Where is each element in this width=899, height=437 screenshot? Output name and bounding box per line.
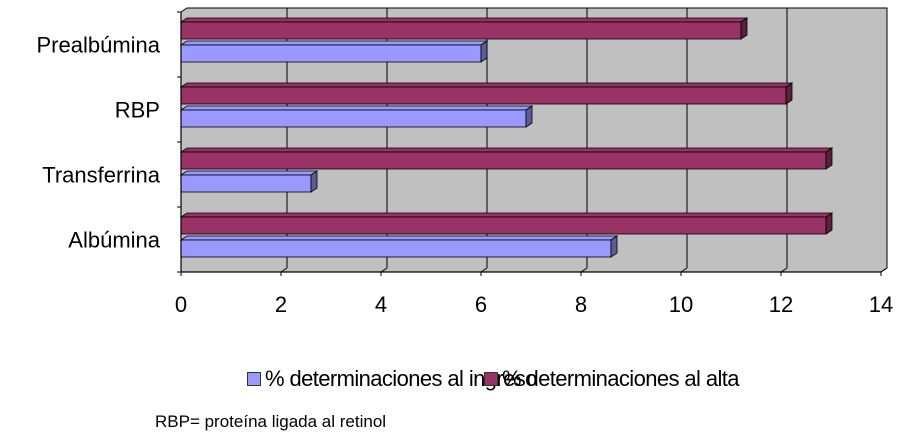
bar-top [179, 105, 534, 111]
gridline-foot [380, 267, 388, 273]
gridline-foot [280, 267, 288, 273]
bar-side [825, 212, 833, 235]
bar [180, 21, 742, 40]
x-tick-label: 14 [869, 292, 893, 317]
x-tick-label: 8 [575, 292, 587, 317]
bar [180, 44, 482, 63]
bar-top [179, 170, 319, 176]
axes [177, 11, 881, 273]
bar [180, 109, 527, 128]
bar-side [525, 105, 533, 128]
legend-label-alta: % determinaciones al alta [502, 366, 740, 391]
category-label: Transferrina [42, 163, 161, 188]
bar-side [610, 235, 618, 258]
bar-side [480, 40, 488, 63]
category-label: Prealbúmina [36, 33, 160, 58]
bar [180, 174, 312, 193]
bar-side [740, 17, 748, 40]
legend-swatch-ingreso [247, 372, 261, 386]
bars [179, 17, 834, 258]
bar-top [179, 82, 794, 88]
category-label: RBP [115, 98, 160, 123]
bar-top [179, 147, 834, 153]
footnote: RBP= proteína ligada al retinol [155, 412, 387, 431]
bar [180, 86, 787, 105]
legend-item-alta: % determinaciones al alta [484, 366, 740, 392]
legend-swatch-alta [484, 372, 498, 386]
x-tick-label: 6 [475, 292, 487, 317]
bar [180, 216, 827, 235]
bar-top [179, 212, 834, 218]
bar-top [179, 235, 619, 241]
x-tick-label: 10 [669, 292, 693, 317]
gridline-foot [780, 267, 788, 273]
x-tick-labels: 0 2 4 6 8 10 12 14 [175, 272, 893, 317]
gridline-foot [580, 267, 588, 273]
category-label: Albúmina [68, 228, 160, 253]
bar-side [310, 170, 318, 193]
bar-side [825, 147, 833, 170]
x-tick-label: 2 [275, 292, 287, 317]
bar-top [179, 40, 489, 46]
category-labels: Prealbúmina RBP Transferrina Albúmina [36, 33, 160, 253]
gridline-foot [880, 267, 888, 273]
gridline-foot [480, 267, 488, 273]
x-tick-label: 12 [769, 292, 793, 317]
bar [180, 151, 827, 170]
x-tick-label: 0 [175, 292, 187, 317]
gridline-foot [680, 267, 688, 273]
bar [180, 239, 612, 258]
legend: % determinaciones al ingreso % determina… [0, 366, 899, 400]
bar-top [179, 17, 749, 23]
x-tick-label: 4 [375, 292, 387, 317]
bar-side [785, 82, 793, 105]
